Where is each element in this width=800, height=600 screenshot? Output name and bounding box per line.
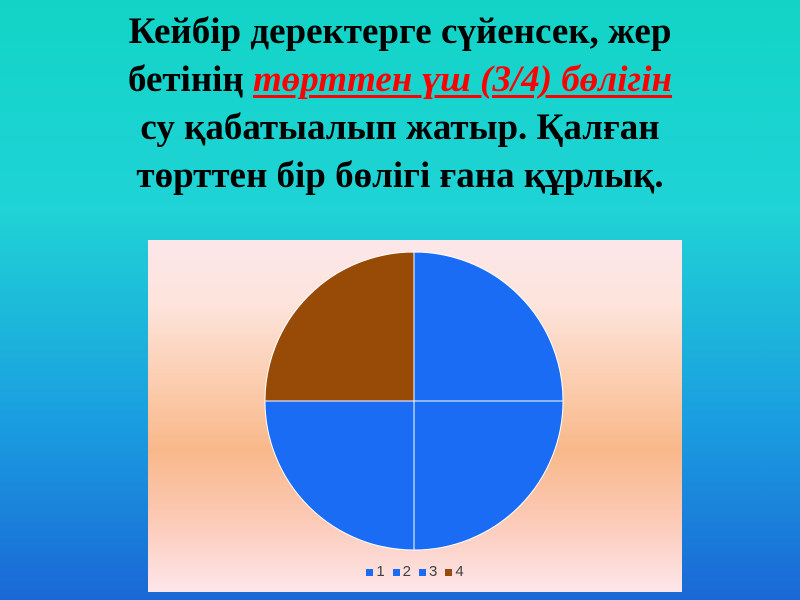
legend-swatch <box>419 568 426 576</box>
legend-swatch <box>392 568 400 576</box>
pie-slice-1 <box>413 251 564 402</box>
title-highlight: төрттен үш (3/4) бөлігін <box>253 59 673 100</box>
legend-item-3: 3 <box>419 563 437 580</box>
legend-item-2: 2 <box>392 563 411 580</box>
title-line-1: Кейбір деректерге сүйенсек, жер <box>128 11 672 52</box>
pie-slice-3 <box>264 400 415 551</box>
title-line-3: су қабатыалып жатыр. Қалған <box>140 107 660 148</box>
pie-svg <box>264 251 564 551</box>
legend-swatch <box>445 568 453 576</box>
legend-label: 2 <box>402 563 411 580</box>
legend-label: 4 <box>455 563 464 580</box>
title-line-2: бетінің төрттен үш (3/4) бөлігін <box>0 56 800 104</box>
title-line-2-prefix: бетінің <box>127 59 253 100</box>
legend-item-1: 1 <box>366 563 385 580</box>
legend-label: 1 <box>376 563 385 580</box>
legend-label: 3 <box>429 563 438 580</box>
legend-swatch <box>366 568 374 576</box>
legend-item-4: 4 <box>445 563 464 580</box>
title-line-4: төрттен бір бөлігі ғана құрлық. <box>136 155 664 196</box>
slide-title: Кейбір деректерге сүйенсек, жер бетінің … <box>0 8 800 200</box>
pie-slice-2 <box>413 400 564 551</box>
pie-slice-4 <box>264 251 415 402</box>
